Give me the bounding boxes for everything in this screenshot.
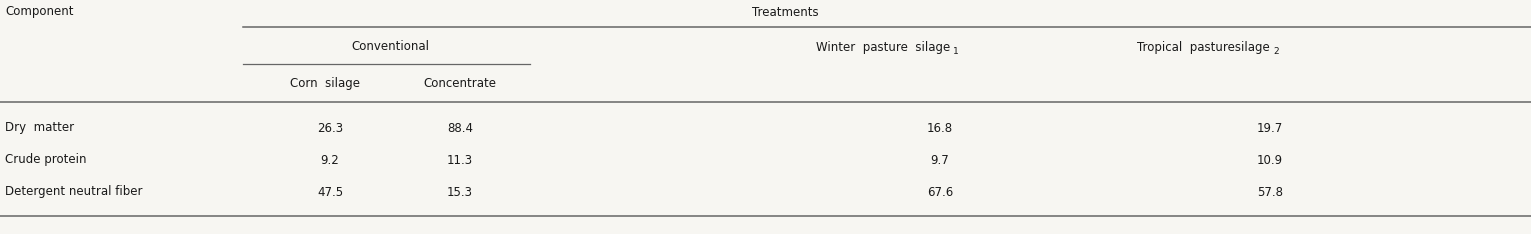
Text: Conventional: Conventional (351, 40, 429, 54)
Text: Crude protein: Crude protein (5, 154, 86, 167)
Text: 26.3: 26.3 (317, 121, 343, 135)
Text: Treatments: Treatments (752, 6, 818, 18)
Text: Winter  pasture  silage: Winter pasture silage (816, 40, 951, 54)
Text: 2: 2 (1272, 47, 1278, 56)
Text: 11.3: 11.3 (447, 154, 473, 167)
Text: Tropical  pasturesilage: Tropical pasturesilage (1138, 40, 1271, 54)
Text: 1: 1 (952, 47, 958, 56)
Text: Corn  silage: Corn silage (289, 77, 360, 89)
Text: 9.7: 9.7 (931, 154, 949, 167)
Text: 88.4: 88.4 (447, 121, 473, 135)
Text: 47.5: 47.5 (317, 186, 343, 198)
Text: 9.2: 9.2 (320, 154, 340, 167)
Text: 10.9: 10.9 (1257, 154, 1283, 167)
Text: Detergent neutral fiber: Detergent neutral fiber (5, 186, 142, 198)
Text: 57.8: 57.8 (1257, 186, 1283, 198)
Text: 16.8: 16.8 (926, 121, 954, 135)
Text: Concentrate: Concentrate (424, 77, 496, 89)
Text: Component: Component (5, 6, 73, 18)
Text: 19.7: 19.7 (1257, 121, 1283, 135)
Text: Dry  matter: Dry matter (5, 121, 73, 135)
Text: 15.3: 15.3 (447, 186, 473, 198)
Text: 67.6: 67.6 (926, 186, 954, 198)
